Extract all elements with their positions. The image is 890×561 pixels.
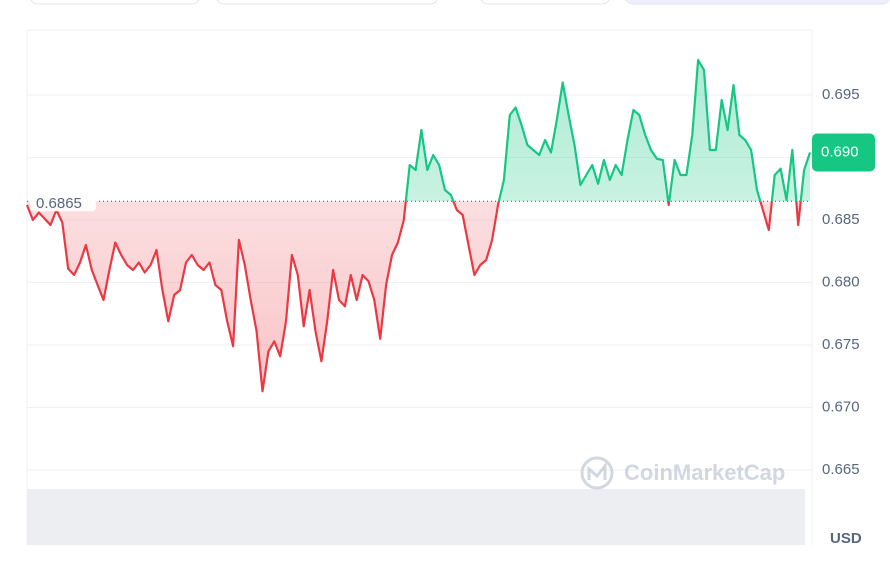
y-tick-label: 0.670 <box>822 398 860 415</box>
y-tick-label: 0.675 <box>822 336 860 353</box>
tab-button[interactable] <box>30 0 200 5</box>
price-tag <box>812 133 875 172</box>
y-tick-label: 0.685 <box>822 211 860 228</box>
baseline-label: 0.6865 <box>36 195 82 212</box>
price-line-up <box>404 58 812 202</box>
y-tick-label: 0.695 <box>822 86 860 103</box>
volume-area <box>27 489 805 545</box>
area-up <box>27 60 810 202</box>
currency-label: USD <box>830 530 862 547</box>
series <box>25 58 812 393</box>
price-line-down <box>25 201 802 393</box>
tab-button[interactable] <box>625 0 890 5</box>
y-tick-label: 0.680 <box>822 273 860 290</box>
baseline-label-bg <box>30 189 96 212</box>
tab-button[interactable] <box>480 0 610 5</box>
tab-button[interactable] <box>216 0 438 5</box>
y-tick-label: 0.665 <box>822 461 860 478</box>
price-tag-label: 0.690 <box>821 143 859 160</box>
area-down <box>27 201 810 392</box>
watermark: CoinMarketCap <box>580 456 785 490</box>
watermark-text: CoinMarketCap <box>624 460 785 485</box>
